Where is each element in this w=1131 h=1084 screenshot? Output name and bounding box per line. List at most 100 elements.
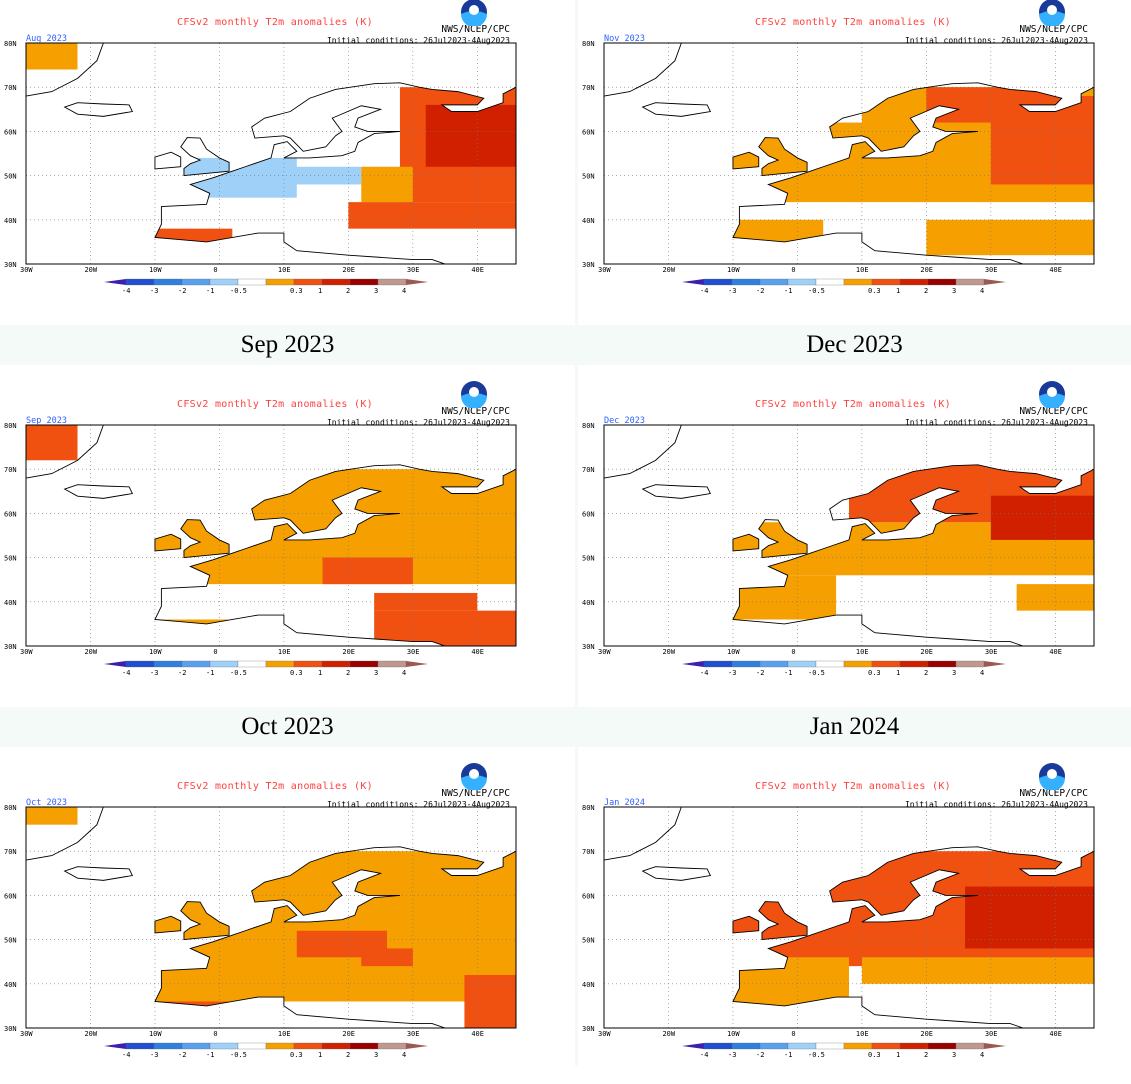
anomaly-region bbox=[361, 948, 413, 967]
colorbar-tick-label: 4 bbox=[402, 287, 406, 295]
lon-tick-label: 40E bbox=[471, 1030, 484, 1038]
colorbar-tick-label: -0.5 bbox=[230, 1051, 247, 1059]
lat-tick-label: 80N bbox=[582, 804, 595, 812]
anomaly-region bbox=[965, 886, 1094, 949]
lon-tick-label: 40E bbox=[1049, 266, 1062, 274]
lon-tick-label: 20E bbox=[920, 1030, 933, 1038]
colorbar: -4 -3 -2 -1 -0.5 0.3 1 2 3 4 bbox=[682, 1042, 1006, 1059]
lat-tick-label: 60N bbox=[582, 892, 595, 900]
lon-tick-label: 20E bbox=[342, 266, 355, 274]
lat-tick-label: 50N bbox=[4, 173, 17, 181]
agency-label: NWS/NCEP/CPC bbox=[441, 406, 510, 417]
lat-tick-label: 40N bbox=[4, 217, 17, 225]
agency-label: NWS/NCEP/CPC bbox=[441, 24, 510, 35]
anomaly-region bbox=[926, 219, 1094, 256]
lon-tick-label: 0 bbox=[791, 266, 795, 274]
noaa-logo-icon bbox=[461, 763, 487, 790]
colorbar-tick-label: -0.5 bbox=[808, 669, 825, 677]
colorbar-tick-label: -1 bbox=[784, 287, 792, 295]
forecast-month-label: Oct 2023 bbox=[26, 798, 67, 808]
month-caption: Oct 2023 bbox=[0, 707, 575, 747]
lon-tick-label: 30E bbox=[985, 1030, 998, 1038]
colorbar-tick-label: -0.5 bbox=[808, 1051, 825, 1059]
forecast-map-panel: CFSv2 monthly T2m anomalies (K) NWS/NCEP/… bbox=[578, 0, 1128, 320]
agency-label: NWS/NCEP/CPC bbox=[1019, 406, 1088, 417]
lon-tick-label: 30W bbox=[598, 648, 611, 656]
anomaly-region bbox=[154, 228, 233, 264]
lon-tick-label: 20W bbox=[662, 648, 675, 656]
lat-tick-label: 50N bbox=[4, 937, 17, 945]
lat-tick-label: 30N bbox=[582, 1025, 595, 1033]
colorbar: -4 -3 -2 -1 -0.5 0.3 1 2 3 4 bbox=[682, 278, 1006, 295]
lat-tick-label: 40N bbox=[582, 981, 595, 989]
noaa-logo-icon bbox=[1039, 0, 1065, 26]
lon-tick-label: 30W bbox=[20, 648, 33, 656]
lon-tick-label: 0 bbox=[213, 648, 217, 656]
lon-tick-label: 10W bbox=[727, 1030, 740, 1038]
colorbar-tick-label: 2 bbox=[924, 1051, 928, 1059]
colorbar-tick-label: -1 bbox=[784, 1051, 792, 1059]
colorbar-tick-label: -3 bbox=[150, 1051, 158, 1059]
lon-tick-label: 30E bbox=[407, 648, 420, 656]
colorbar-tick-label: -0.5 bbox=[808, 287, 825, 295]
anomaly-region bbox=[322, 557, 413, 585]
lat-tick-label: 30N bbox=[4, 643, 17, 651]
lat-tick-label: 40N bbox=[4, 981, 17, 989]
initial-conditions: Initial conditions: 26Jul2023-4Aug2023 bbox=[904, 800, 1088, 809]
map-title: CFSv2 monthly T2m anomalies (K) bbox=[177, 17, 373, 28]
lon-tick-label: 0 bbox=[791, 1030, 795, 1038]
colorbar-tick-label: -0.5 bbox=[230, 287, 247, 295]
initial-conditions: Initial conditions: 26Jul2023-4Aug2023 bbox=[904, 418, 1088, 427]
lon-tick-label: 30E bbox=[407, 266, 420, 274]
anomaly-region bbox=[990, 495, 1094, 540]
lon-tick-label: 10E bbox=[856, 648, 869, 656]
lon-tick-label: 20W bbox=[84, 1030, 97, 1038]
lon-tick-label: 10W bbox=[149, 1030, 162, 1038]
lat-tick-label: 70N bbox=[4, 84, 17, 92]
lon-tick-label: 30E bbox=[985, 648, 998, 656]
colorbar-tick-label: -3 bbox=[728, 669, 736, 677]
colorbar-tick-label: 1 bbox=[318, 1051, 322, 1059]
colorbar-tick-label: -3 bbox=[150, 669, 158, 677]
lon-tick-label: 10E bbox=[278, 266, 291, 274]
anomaly-region bbox=[823, 43, 888, 88]
lat-tick-label: 70N bbox=[582, 84, 595, 92]
anomaly-region bbox=[26, 807, 78, 825]
lon-tick-label: 0 bbox=[213, 1030, 217, 1038]
lon-tick-label: 20E bbox=[920, 648, 933, 656]
colorbar-tick-label: -4 bbox=[700, 287, 708, 295]
colorbar-tick-label: -2 bbox=[756, 287, 764, 295]
noaa-logo-icon bbox=[461, 0, 487, 26]
forecast-month-label: Jan 2024 bbox=[604, 798, 645, 808]
lat-tick-label: 60N bbox=[4, 510, 17, 518]
colorbar-tick-label: 3 bbox=[374, 669, 378, 677]
colorbar-tick-label: 0.3 bbox=[868, 287, 881, 295]
colorbar-tick-label: -3 bbox=[728, 287, 736, 295]
lat-tick-label: 60N bbox=[4, 892, 17, 900]
colorbar: -4 -3 -2 -1 -0.5 0.3 1 2 3 4 bbox=[104, 1042, 428, 1059]
lon-tick-label: 30E bbox=[407, 1030, 420, 1038]
noaa-logo-icon bbox=[1039, 381, 1065, 408]
colorbar-tick-label: 2 bbox=[346, 287, 350, 295]
colorbar-tick-label: -0.5 bbox=[230, 669, 247, 677]
lat-tick-label: 50N bbox=[582, 173, 595, 181]
colorbar-tick-label: -1 bbox=[206, 1051, 214, 1059]
colorbar-tick-label: -3 bbox=[728, 1051, 736, 1059]
noaa-logo-icon bbox=[461, 381, 487, 408]
anomaly-region bbox=[374, 592, 478, 611]
map-title: CFSv2 monthly T2m anomalies (K) bbox=[177, 781, 373, 792]
colorbar-tick-label: -1 bbox=[206, 287, 214, 295]
anomaly-region bbox=[425, 104, 516, 167]
lon-tick-label: 30W bbox=[598, 1030, 611, 1038]
colorbar-tick-label: 3 bbox=[374, 287, 378, 295]
colorbar-tick-label: 1 bbox=[318, 287, 322, 295]
agency-label: NWS/NCEP/CPC bbox=[1019, 788, 1088, 799]
colorbar-tick-label: -4 bbox=[122, 1051, 130, 1059]
colorbar-tick-label: -4 bbox=[122, 669, 130, 677]
colorbar-tick-label: -2 bbox=[178, 287, 186, 295]
colorbar-tick-label: -4 bbox=[700, 1051, 708, 1059]
colorbar-tick-label: 0.3 bbox=[868, 1051, 881, 1059]
